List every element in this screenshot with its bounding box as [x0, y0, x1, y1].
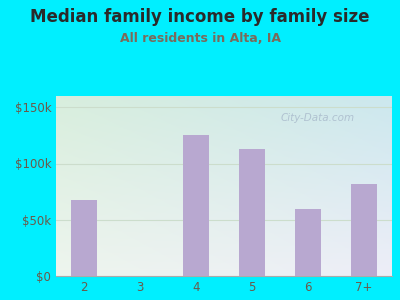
Bar	[183, 135, 209, 276]
Text: All residents in Alta, IA: All residents in Alta, IA	[120, 32, 280, 44]
Bar	[352, 184, 377, 276]
Bar	[239, 149, 265, 276]
Text: Median family income by family size: Median family income by family size	[30, 8, 370, 26]
Bar	[72, 200, 97, 276]
Text: City-Data.com: City-Data.com	[281, 112, 355, 123]
Bar	[295, 208, 320, 276]
